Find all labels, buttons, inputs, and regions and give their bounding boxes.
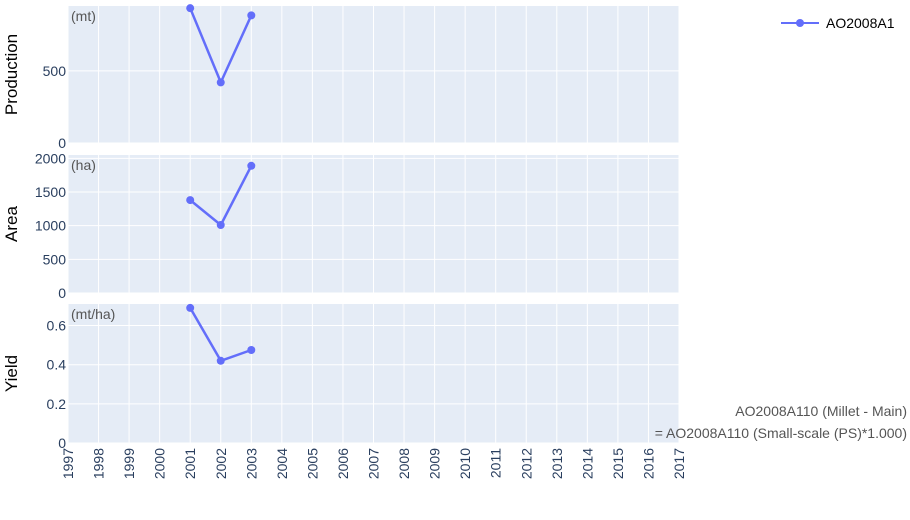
y-tick-label: 0 <box>58 435 66 451</box>
x-tick-label: 2012 <box>518 448 534 479</box>
y-tick-label: 1000 <box>35 218 66 234</box>
data-point <box>216 356 225 365</box>
y-tick-label: 0.6 <box>47 318 67 334</box>
unit-label-yield: (mt/ha) <box>71 306 115 322</box>
y-tick-label: 1500 <box>35 184 66 200</box>
unit-label-production: (mt) <box>71 8 96 24</box>
x-tick-label: 1997 <box>60 448 76 479</box>
data-point <box>247 346 256 355</box>
x-tick-label: 2001 <box>182 448 198 479</box>
data-point <box>247 161 256 170</box>
x-tick-label: 2017 <box>671 448 687 479</box>
x-tick-label: 2015 <box>610 448 626 479</box>
formula-note-line2: = AO2008A110 (Small-scale (PS)*1.000) <box>654 425 907 441</box>
y-tick-label: 0 <box>58 135 66 151</box>
x-tick-label: 2004 <box>274 448 290 479</box>
chart-panels: 0 500 Production (mt) 0 500 1000 1500 2000 Area (h… <box>2 4 680 451</box>
unit-label-area: (ha) <box>71 157 96 173</box>
x-tick-label: 1999 <box>121 448 137 479</box>
data-point <box>186 303 195 312</box>
y-axis-title-yield: Yield <box>2 355 21 392</box>
x-tick-label: 2010 <box>457 448 473 479</box>
x-tick-label: 2013 <box>549 448 565 479</box>
x-tick-label: 2016 <box>640 448 656 479</box>
data-point <box>186 196 195 205</box>
x-tick-label: 2007 <box>366 448 382 479</box>
data-point <box>216 78 225 87</box>
y-axis-title-area: Area <box>2 206 21 242</box>
formula-note-line1: AO2008A110 (Millet - Main) <box>735 403 907 419</box>
data-point <box>216 221 225 230</box>
legend-label: AO2008A1 <box>826 15 895 31</box>
y-tick-label: 500 <box>43 251 67 267</box>
y-tick-label: 0.2 <box>47 396 67 412</box>
x-axis: 1997 1998 1999 2000 2001 2002 2003 2004 2005 2006… <box>60 448 687 479</box>
x-tick-label: 2006 <box>335 448 351 479</box>
x-tick-label: 2003 <box>243 448 259 479</box>
x-tick-label: 1998 <box>91 448 107 479</box>
data-point <box>186 4 195 13</box>
x-tick-label: 2011 <box>488 448 504 478</box>
panel-production: 0 500 Production (mt) <box>2 4 680 151</box>
x-tick-label: 2002 <box>213 448 229 479</box>
panel-yield: 0 0.2 0.4 0.6 Yield (mt/ha) <box>2 303 680 451</box>
y-tick-label: 0.4 <box>47 357 67 373</box>
legend[interactable]: AO2008A1 <box>781 15 895 31</box>
y-tick-label: 2000 <box>35 150 66 166</box>
x-tick-label: 2009 <box>427 448 443 479</box>
data-point <box>247 11 256 20</box>
x-tick-label: 2005 <box>304 448 320 479</box>
x-tick-label: 2000 <box>152 448 168 479</box>
x-tick-label: 2008 <box>396 448 412 479</box>
panel-area: 0 500 1000 1500 2000 Area (ha) <box>2 150 680 301</box>
y-tick-label: 500 <box>43 63 67 79</box>
y-axis-title-production: Production <box>2 34 21 115</box>
y-tick-label: 0 <box>58 285 66 301</box>
x-tick-label: 2014 <box>579 448 595 479</box>
legend-marker <box>796 19 804 27</box>
